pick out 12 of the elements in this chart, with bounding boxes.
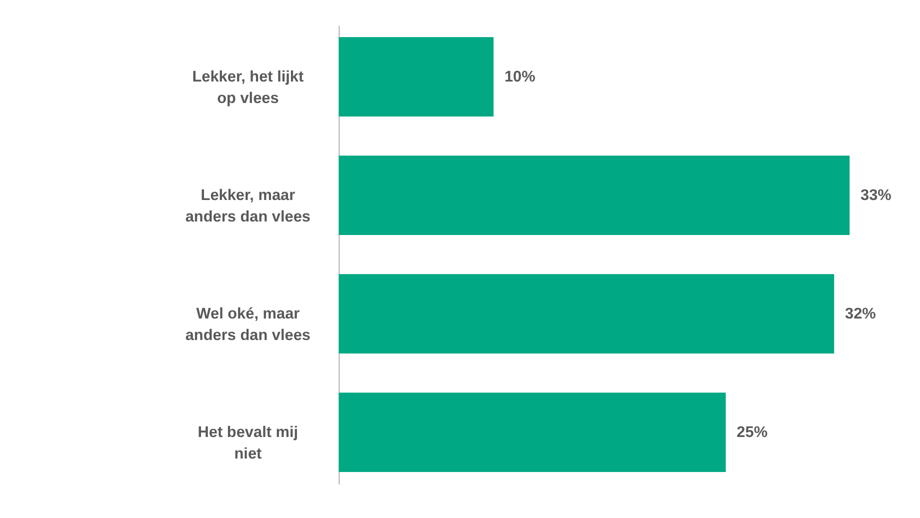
data-label: 33% bbox=[860, 186, 892, 204]
bar bbox=[338, 274, 834, 354]
y-tick-label: Het bevalt mij niet bbox=[198, 424, 298, 463]
y-tick-label: Wel oké, maar anders dan vlees bbox=[185, 305, 311, 344]
bar bbox=[338, 392, 726, 472]
bar bbox=[338, 156, 850, 236]
y-tick-label: Lekker, maar anders dan vlees bbox=[185, 186, 311, 226]
y-tick-label: Lekker, het lijkt op vlees bbox=[192, 68, 304, 108]
bar bbox=[338, 37, 494, 117]
data-label: 32% bbox=[845, 305, 876, 322]
data-label: 10% bbox=[504, 68, 536, 86]
data-label: 25% bbox=[736, 424, 768, 441]
